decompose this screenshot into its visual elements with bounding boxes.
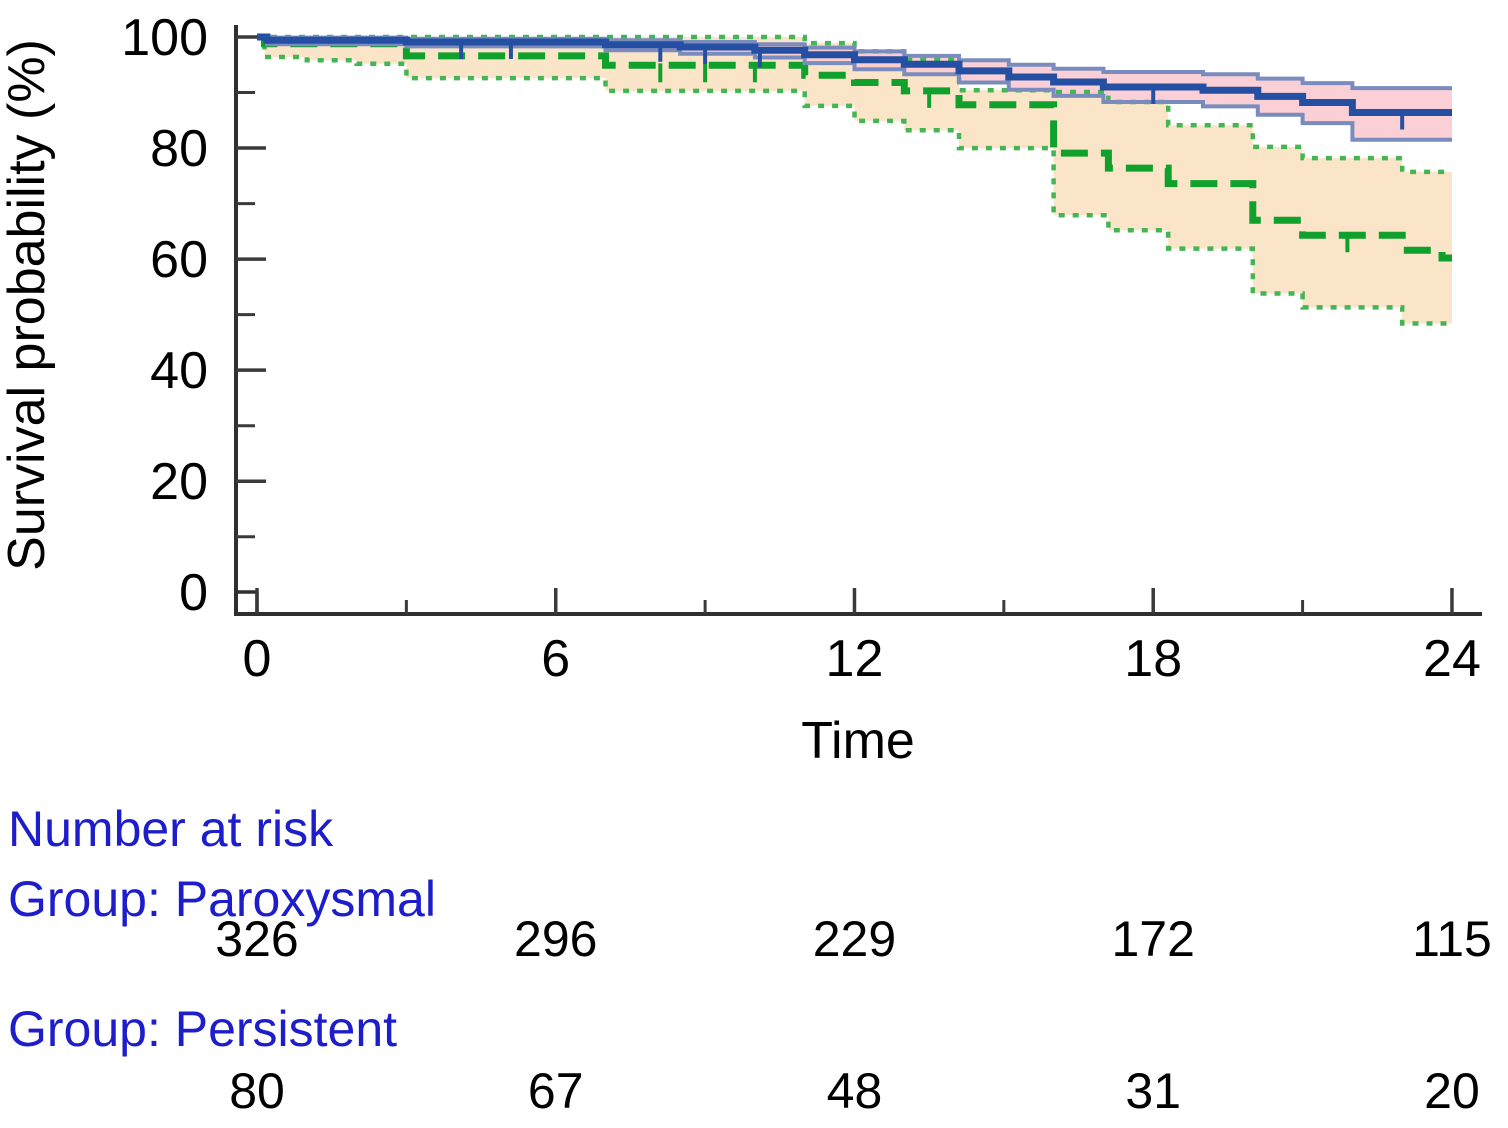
series-layer bbox=[257, 33, 1452, 326]
x-tick-label: 18 bbox=[1124, 630, 1182, 688]
persistent-survival-line bbox=[257, 33, 1452, 262]
risk-count: 67 bbox=[528, 1063, 584, 1119]
x-tick-label: 12 bbox=[826, 630, 884, 688]
risk-count: 229 bbox=[813, 911, 896, 967]
y-tick-label: 100 bbox=[121, 9, 208, 67]
risk-count: 326 bbox=[215, 911, 298, 967]
risk-count: 31 bbox=[1125, 1063, 1181, 1119]
y-tick-label: 20 bbox=[150, 453, 208, 511]
risk-count: 20 bbox=[1424, 1063, 1480, 1119]
y-tick-label: 0 bbox=[179, 564, 208, 622]
risk-count: 296 bbox=[514, 911, 597, 967]
risk-group-label-paroxysmal: Group: Paroxysmal bbox=[8, 871, 436, 927]
risk-group-label-persistent: Group: Persistent bbox=[8, 1001, 397, 1057]
y-tick-label: 60 bbox=[150, 231, 208, 289]
x-tick-label: 0 bbox=[243, 630, 272, 688]
x-tick-label: 24 bbox=[1423, 630, 1481, 688]
x-tick-label: 6 bbox=[541, 630, 570, 688]
risk-count: 115 bbox=[1412, 911, 1492, 967]
axes-layer: 0 20 40 60 80 100 0 6 12 18 24 bbox=[121, 9, 1482, 688]
persistent-confidence-band bbox=[257, 37, 1452, 324]
x-axis-title: Time bbox=[801, 712, 915, 770]
y-tick-label: 80 bbox=[150, 120, 208, 178]
paroxysmal-lower-ci-line bbox=[257, 35, 1452, 142]
y-tick-label: 40 bbox=[150, 342, 208, 400]
paroxysmal-survival-line bbox=[257, 33, 1452, 116]
risk-count: 48 bbox=[827, 1063, 883, 1119]
risk-table-title: Number at risk bbox=[8, 801, 334, 857]
risk-count: 172 bbox=[1112, 911, 1195, 967]
y-axis-title: Survival probability (%) bbox=[0, 39, 56, 571]
risk-count: 80 bbox=[229, 1063, 285, 1119]
